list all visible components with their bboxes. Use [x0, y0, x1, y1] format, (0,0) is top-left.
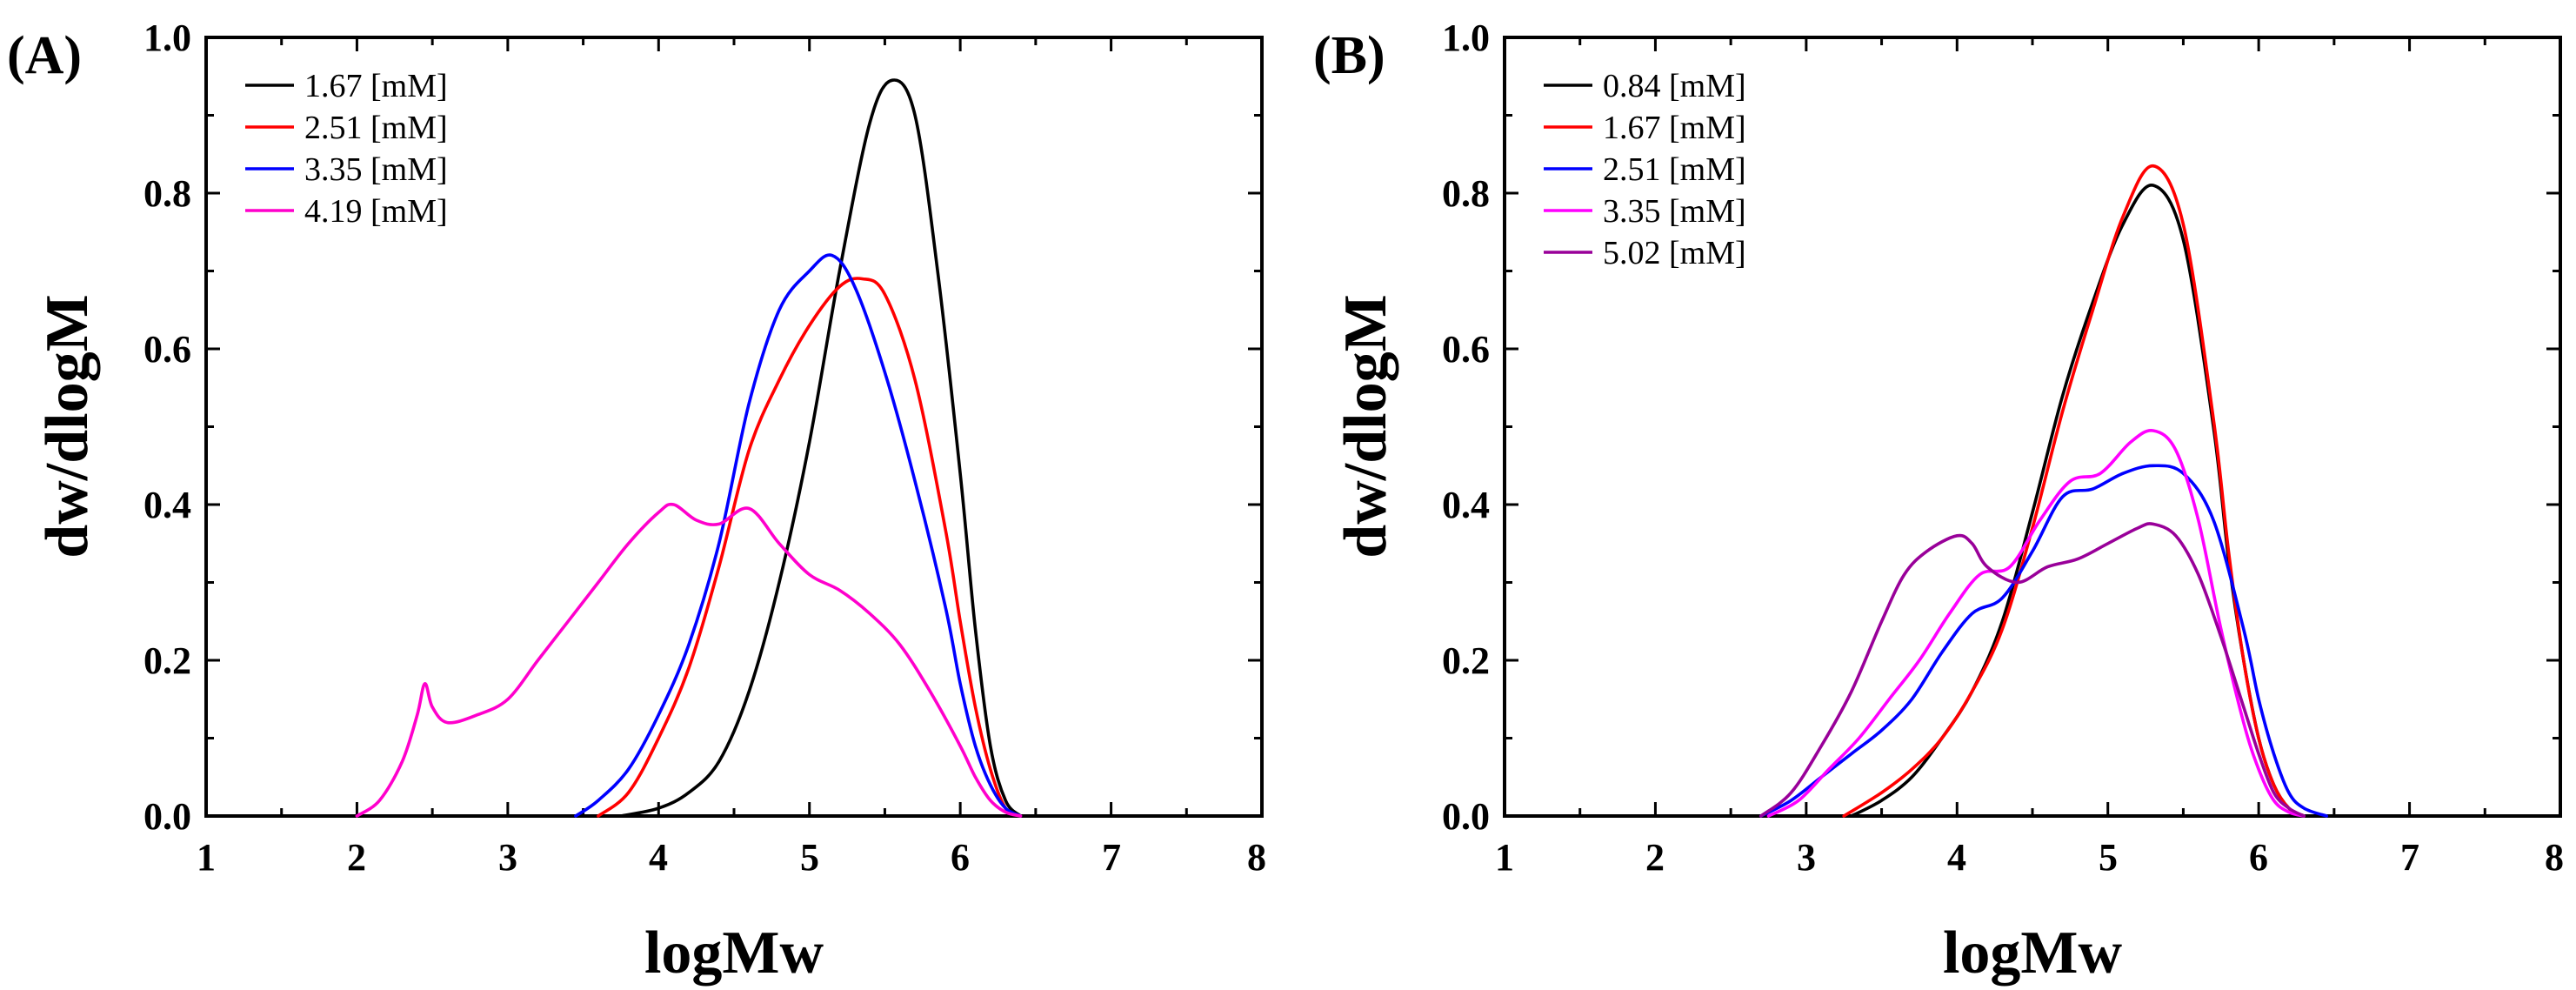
y-tick-label: 0.6 — [1442, 328, 1490, 371]
y-axis-title: dw/dlogM — [1332, 294, 1399, 558]
x-tick-label: 1 — [197, 836, 216, 879]
x-tick-label: 4 — [1947, 836, 1966, 879]
x-axis-title: logMw — [1943, 920, 2123, 987]
panel-label: (B) — [1313, 26, 1385, 85]
legend: 1.67 [mM] 2.51 [mM] 3.35 [mM] 4.19 [mM] — [245, 68, 448, 230]
x-tick-label: 7 — [1102, 836, 1121, 879]
x-tick-label: 1 — [1495, 836, 1514, 879]
x-tick-label: 6 — [2249, 836, 2268, 879]
x-tick-label: 5 — [2099, 836, 2118, 879]
x-tick-label: 7 — [2400, 836, 2419, 879]
series-group — [1759, 164, 2328, 818]
y-tick-label: 0.2 — [1442, 639, 1490, 682]
y-tick-label: 0.2 — [143, 639, 191, 682]
panel-a: (A) 0.0 0.2 0.4 0.6 0.8 1.0 1 2 3 4 5 6 … — [7, 17, 1266, 987]
legend-label: 1.67 [mM] — [304, 68, 448, 104]
y-tick-labels: 0.0 0.2 0.4 0.6 0.8 1.0 — [1442, 17, 1490, 838]
y-tick-label: 0.8 — [1442, 172, 1490, 215]
series-line-5 — [1759, 522, 2306, 818]
legend-label: 3.35 [mM] — [1603, 193, 1746, 230]
legend-label: 2.51 [mM] — [304, 110, 448, 146]
x-tick-labels: 1 2 3 4 5 6 7 8 — [1495, 836, 2564, 879]
panel-b: (B) 0.0 0.2 0.4 0.6 0.8 1.0 1 2 3 4 5 6 … — [1313, 17, 2564, 987]
legend-label: 2.51 [mM] — [1603, 151, 1746, 188]
x-tick-label: 3 — [498, 836, 517, 879]
series-group — [355, 78, 1023, 818]
series-line-3 — [1759, 464, 2328, 818]
x-tick-label: 8 — [1247, 836, 1266, 879]
y-axis-title: dw/dlogM — [34, 294, 101, 558]
y-tick-label: 1.0 — [143, 17, 191, 59]
series-line-2 — [1842, 164, 2306, 818]
legend-label: 5.02 [mM] — [1603, 235, 1746, 271]
series-line-4 — [1766, 429, 2306, 818]
x-tick-label: 8 — [2545, 836, 2564, 879]
x-tick-label: 6 — [951, 836, 970, 879]
series-line-1 — [619, 78, 1023, 818]
y-tick-labels: 0.0 0.2 0.4 0.6 0.8 1.0 — [143, 17, 191, 838]
series-line-4 — [355, 502, 1023, 818]
y-tick-label: 0.4 — [1442, 484, 1490, 526]
panel-label: (A) — [7, 26, 82, 85]
y-tick-label: 0.6 — [143, 328, 191, 371]
y-tick-label: 0.0 — [143, 795, 191, 838]
x-axis-title: logMw — [644, 920, 824, 987]
legend: 0.84 [mM] 1.67 [mM] 2.51 [mM] 3.35 [mM] … — [1544, 68, 1746, 271]
x-tick-labels: 1 2 3 4 5 6 7 8 — [197, 836, 1266, 879]
x-tick-label: 2 — [347, 836, 366, 879]
x-tick-label: 5 — [800, 836, 819, 879]
legend-label: 0.84 [mM] — [1603, 68, 1746, 104]
x-tick-label: 2 — [1645, 836, 1665, 879]
axis-ticks — [206, 37, 1262, 816]
x-tick-label: 3 — [1797, 836, 1816, 879]
series-line-1 — [1850, 184, 2306, 818]
series-line-2 — [597, 277, 1023, 818]
y-tick-label: 0.8 — [143, 172, 191, 215]
y-tick-label: 1.0 — [1442, 17, 1490, 59]
legend-label: 4.19 [mM] — [304, 193, 448, 230]
series-line-3 — [574, 253, 1023, 818]
y-tick-label: 0.4 — [143, 484, 191, 526]
axis-ticks — [1505, 37, 2560, 816]
legend-label: 3.35 [mM] — [304, 151, 448, 188]
legend-label: 1.67 [mM] — [1603, 110, 1746, 146]
x-tick-label: 4 — [649, 836, 668, 879]
y-tick-label: 0.0 — [1442, 795, 1490, 838]
